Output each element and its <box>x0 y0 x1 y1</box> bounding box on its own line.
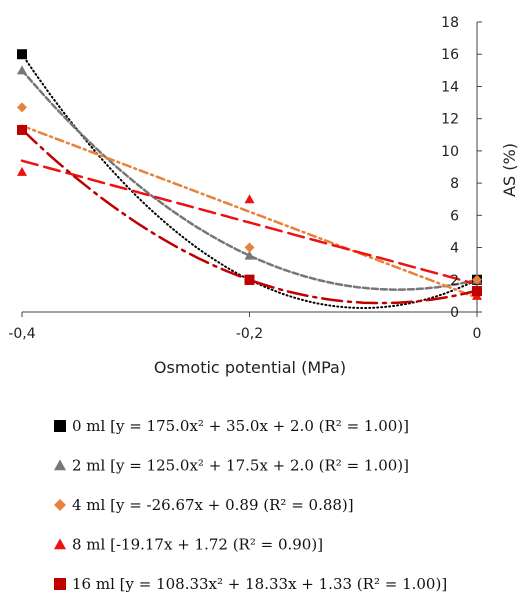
trendline-series-2 <box>20 124 479 299</box>
legend-item: 8 ml [-19.17x + 1.72 (R² = 0.90)] <box>54 536 323 554</box>
data-point-series-2 <box>17 102 27 113</box>
data-point-series-1 <box>17 65 27 75</box>
y-tick-label: 18 <box>441 15 459 31</box>
data-point-series-3 <box>244 194 255 204</box>
data-point-series-4 <box>17 124 27 135</box>
legend: 0 ml [y = 175.0x² + 35.0x + 2.0 (R² = 1.… <box>54 417 447 593</box>
data-point-series-1 <box>244 250 255 260</box>
data-point-series-0 <box>17 49 27 60</box>
legend-marker <box>54 459 66 471</box>
legend-item: 0 ml [y = 175.0x² + 35.0x + 2.0 (R² = 1.… <box>54 417 409 435</box>
legend-label: 0 ml [y = 175.0x² + 35.0x + 2.0 (R² = 1.… <box>72 417 409 435</box>
x-axis-title: Osmotic potential (MPa) <box>154 358 346 377</box>
legend-label: 4 ml [y = -26.67x + 0.89 (R² = 0.88)] <box>72 496 354 514</box>
data-point-series-4 <box>244 274 255 285</box>
trendline-series-3 <box>20 159 479 286</box>
legend-item: 4 ml [y = -26.67x + 0.89 (R² = 0.88)] <box>54 496 354 514</box>
tick-labels: -0,4 -0,2 00 2 4 6 8 10 12 14 16 18 <box>8 15 481 342</box>
trendlines <box>20 53 479 310</box>
legend-label: 8 ml [-19.17x + 1.72 (R² = 0.90)] <box>72 536 323 554</box>
y-tick-label: 12 <box>441 112 459 128</box>
x-tick-label: 0 <box>473 326 482 342</box>
y-tick-label: 10 <box>441 144 459 160</box>
trendline-series-0 <box>21 53 478 310</box>
data-point-series-4 <box>472 286 482 297</box>
y-tick-label: 8 <box>450 176 459 192</box>
x-tick-label: -0,2 <box>236 326 263 342</box>
legend-label: 2 ml [y = 125.0x² + 17.5x + 2.0 (R² = 1.… <box>72 457 409 475</box>
y-tick-label: 16 <box>441 47 459 63</box>
y-tick-label: 14 <box>441 79 459 95</box>
legend-label: 16 ml [y = 108.33x² + 18.33x + 1.33 (R² … <box>72 575 447 593</box>
x-tick-label: -0,4 <box>8 326 35 342</box>
plot-area: -0,4 -0,2 00 2 4 6 8 10 12 14 16 18 <box>8 15 482 342</box>
legend-item: 16 ml [y = 108.33x² + 18.33x + 1.33 (R² … <box>54 575 447 593</box>
legend-marker <box>54 538 66 550</box>
y-tick-label: 6 <box>450 208 459 224</box>
legend-marker <box>54 578 66 590</box>
data-point-series-2 <box>244 242 255 253</box>
legend-item: 2 ml [y = 125.0x² + 17.5x + 2.0 (R² = 1.… <box>54 457 409 475</box>
trendline-series-1 <box>20 69 479 291</box>
y-axis-title: AS (%) <box>500 143 519 197</box>
data-point-series-2 <box>472 274 482 285</box>
legend-marker <box>54 420 66 432</box>
data-point-series-3 <box>17 166 27 176</box>
axes <box>21 21 482 317</box>
y-tick-label: 2 <box>450 273 459 289</box>
data-points <box>17 49 482 300</box>
y-tick-label: 4 <box>450 241 459 257</box>
legend-marker <box>54 499 66 511</box>
y-tick-label: 0 <box>450 305 459 321</box>
